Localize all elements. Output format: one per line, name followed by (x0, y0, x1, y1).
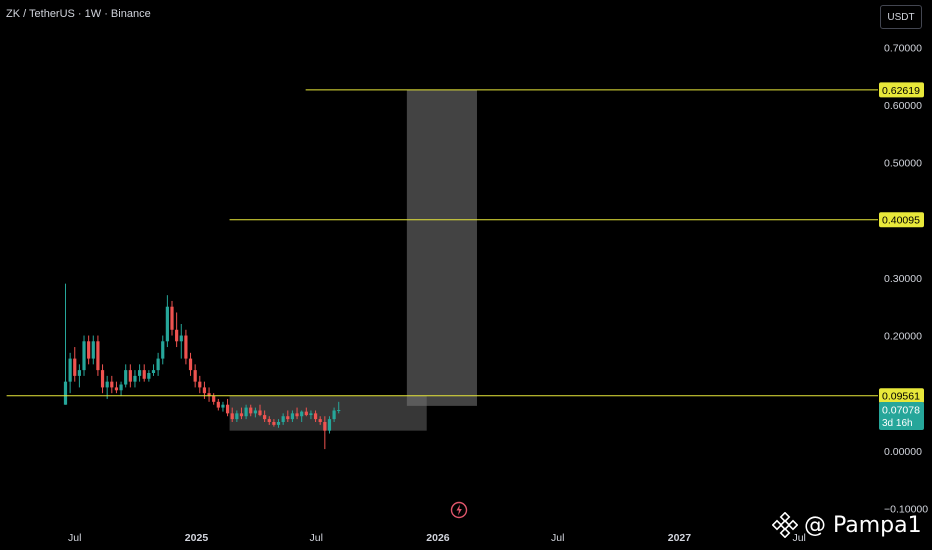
candle-body[interactable] (244, 407, 248, 417)
candle-body[interactable] (272, 422, 276, 425)
y-tick-label: 0.70000 (884, 42, 922, 54)
level-price-label: 0.62619 (882, 85, 920, 97)
candle-body[interactable] (263, 415, 267, 420)
candle-body[interactable] (147, 373, 151, 379)
candle-body[interactable] (68, 358, 72, 382)
candle-body[interactable] (318, 419, 322, 422)
projection-box-1[interactable] (406, 89, 477, 406)
candle-body[interactable] (332, 410, 336, 420)
candle-body[interactable] (133, 375, 137, 382)
candle-body[interactable] (295, 413, 299, 417)
candle-body[interactable] (165, 306, 169, 342)
candle-body[interactable] (175, 329, 179, 342)
candle-body[interactable] (290, 413, 295, 420)
level-price-label: 0.40095 (882, 215, 920, 227)
candle-body[interactable] (202, 387, 207, 394)
candle-body[interactable] (235, 413, 239, 420)
x-tick-label: Jul (792, 532, 805, 544)
candle-body[interactable] (82, 341, 86, 371)
candle-body[interactable] (77, 370, 81, 376)
candle-body[interactable] (110, 381, 114, 388)
x-tick-label: Jul (310, 532, 323, 544)
candle-body[interactable] (267, 419, 271, 422)
candle-body[interactable] (142, 370, 146, 379)
current-price-label: 0.07078 (882, 405, 920, 417)
candle-body[interactable] (258, 410, 262, 416)
candle-body[interactable] (230, 413, 234, 420)
candle-body[interactable] (216, 401, 220, 408)
candle-body[interactable] (91, 341, 95, 359)
watermark: @ Pampa1 (772, 512, 922, 538)
symbol-title: ZK / TetherUS · 1W · Binance (6, 8, 151, 20)
candle-body[interactable] (63, 381, 68, 405)
candle-body[interactable] (114, 387, 119, 391)
candle-body[interactable] (309, 413, 313, 416)
candle-body[interactable] (304, 411, 308, 416)
candle-body[interactable] (87, 341, 91, 359)
candle-body[interactable] (212, 396, 216, 402)
candle-body[interactable] (276, 422, 281, 425)
candle-body[interactable] (161, 341, 165, 359)
candle-body[interactable] (105, 381, 109, 388)
binance-logo-icon (772, 512, 798, 538)
flash-icon[interactable] (449, 500, 469, 520)
candle-body[interactable] (249, 407, 253, 414)
candle-body[interactable] (221, 404, 225, 408)
currency-button[interactable]: USDT (880, 5, 922, 29)
candle-body[interactable] (281, 416, 285, 422)
candle-body[interactable] (179, 335, 183, 342)
x-tick-label: 2026 (426, 532, 450, 544)
watermark-text: @ Pampa1 (804, 512, 922, 538)
level-price-badge (879, 212, 924, 228)
candle-body[interactable] (128, 370, 132, 382)
candle-body[interactable] (137, 370, 142, 376)
candle-body[interactable] (323, 422, 327, 431)
y-tick-label: 0.00000 (884, 446, 922, 458)
x-tick-label: 2025 (185, 532, 209, 544)
level-price-label: 0.09561 (882, 391, 920, 403)
candle-body[interactable] (119, 384, 123, 391)
x-tick-label: 2027 (668, 532, 692, 544)
level-price-badge (879, 388, 924, 404)
current-price-badge (879, 402, 924, 431)
candle-body[interactable] (151, 370, 156, 373)
candle-body[interactable] (327, 419, 332, 431)
candle-body[interactable] (156, 358, 160, 371)
candle-body[interactable] (239, 413, 244, 417)
y-tick-label: 0.50000 (884, 158, 922, 170)
y-tick-label: 0.20000 (884, 331, 922, 343)
bar-countdown-label: 3d 16h (882, 418, 913, 429)
x-tick-label: Jul (68, 532, 81, 544)
candle-body[interactable] (96, 341, 100, 371)
candle-body[interactable] (100, 370, 105, 388)
candle-body[interactable] (300, 411, 304, 417)
candle-body[interactable] (313, 413, 318, 420)
candle-body[interactable] (225, 404, 230, 414)
candle-body[interactable] (193, 370, 197, 382)
level-price-badge (879, 82, 924, 98)
y-tick-label: 0.30000 (884, 273, 922, 285)
y-tick-label: −0.10000 (884, 503, 928, 515)
candle-body[interactable] (124, 370, 128, 385)
candle-body[interactable] (207, 393, 211, 397)
candle-body[interactable] (337, 410, 341, 412)
candle-body[interactable] (73, 358, 77, 376)
candle-body[interactable] (170, 306, 174, 330)
candle-body[interactable] (253, 410, 257, 414)
candle-body[interactable] (198, 381, 202, 388)
y-tick-label: 0.60000 (884, 100, 922, 112)
candle-body[interactable] (188, 358, 193, 371)
x-tick-label: Jul (551, 532, 564, 544)
candle-body[interactable] (286, 416, 290, 420)
candle-body[interactable] (184, 335, 188, 359)
